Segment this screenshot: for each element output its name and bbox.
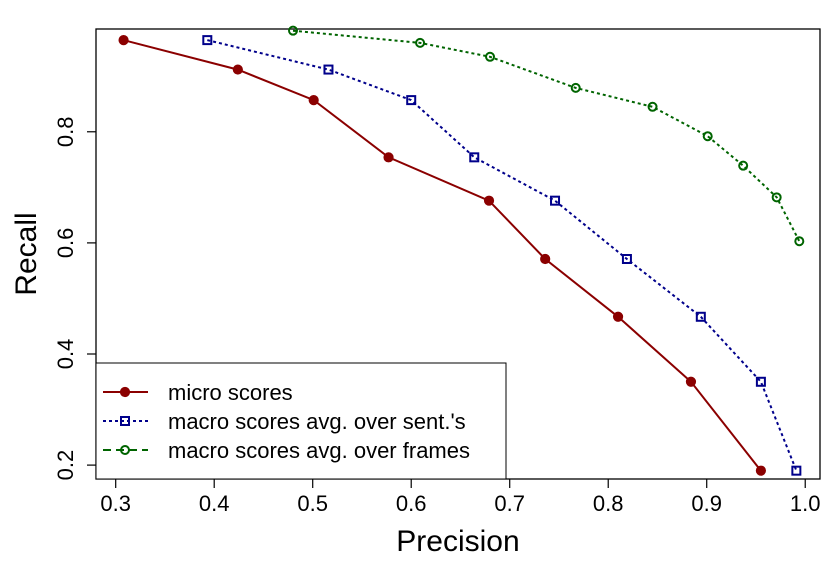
legend-item: macro scores avg. over frames [103, 438, 470, 463]
legend-label: micro scores [168, 380, 293, 405]
data-point [383, 152, 394, 163]
data-point [794, 236, 805, 247]
x-tick-label: 0.8 [593, 491, 624, 516]
legend-marker [120, 416, 130, 426]
data-point [469, 152, 480, 163]
data-point [570, 82, 581, 93]
x-axis: 0.3 0.4 0.5 0.6 0.7 0.8 0.9 1.0 [100, 479, 821, 516]
y-tick-label: 0.2 [53, 450, 78, 481]
data-point [550, 195, 561, 206]
data-point [288, 25, 299, 36]
x-tick-label: 1.0 [790, 491, 821, 516]
data-point [621, 254, 632, 264]
data-point [232, 64, 243, 75]
y-axis-title: Recall [10, 212, 43, 295]
data-point [308, 95, 319, 106]
x-tick-label: 0.9 [691, 491, 722, 516]
x-axis-title: Precision [396, 525, 519, 558]
x-tick-label: 0.5 [297, 491, 328, 516]
data-point [738, 160, 749, 171]
data-point [647, 101, 658, 112]
data-point [685, 376, 697, 387]
data-point [323, 64, 334, 75]
x-tick-label: 0.4 [199, 491, 230, 516]
series-layer [118, 25, 805, 476]
y-tick-label: 0.8 [53, 116, 78, 147]
x-tick-label: 0.7 [494, 491, 525, 516]
data-point [791, 465, 802, 476]
legend-marker [120, 445, 130, 455]
data-point [695, 311, 706, 322]
x-tick-label: 0.3 [100, 491, 131, 516]
data-point [702, 131, 713, 142]
legend: micro scores macro scores avg. over sent.… [95, 362, 507, 480]
data-point [755, 465, 766, 476]
legend-box [95, 362, 507, 480]
series-line [292, 29, 801, 242]
series-1 [118, 35, 766, 476]
data-point [118, 35, 129, 46]
data-point [483, 195, 495, 206]
legend-label: macro scores avg. over frames [168, 438, 470, 463]
y-axis: 0.2 0.4 0.6 0.8 [53, 116, 96, 480]
data-point [406, 95, 417, 106]
data-point [485, 51, 496, 62]
legend-item: micro scores [103, 380, 293, 405]
data-point [202, 35, 213, 46]
data-point [540, 253, 551, 265]
x-tick-label: 0.6 [396, 491, 427, 516]
legend-marker [119, 386, 131, 398]
legend-item: macro scores avg. over sent.'s [103, 409, 466, 434]
data-point [415, 37, 426, 48]
data-point [771, 192, 782, 203]
data-point [755, 376, 766, 387]
y-tick-label: 0.4 [53, 339, 78, 370]
y-tick-label: 0.6 [53, 228, 78, 259]
data-point [612, 311, 624, 322]
series-2 [202, 35, 802, 476]
series-3 [288, 25, 805, 247]
legend-label: macro scores avg. over sent.'s [168, 409, 466, 434]
